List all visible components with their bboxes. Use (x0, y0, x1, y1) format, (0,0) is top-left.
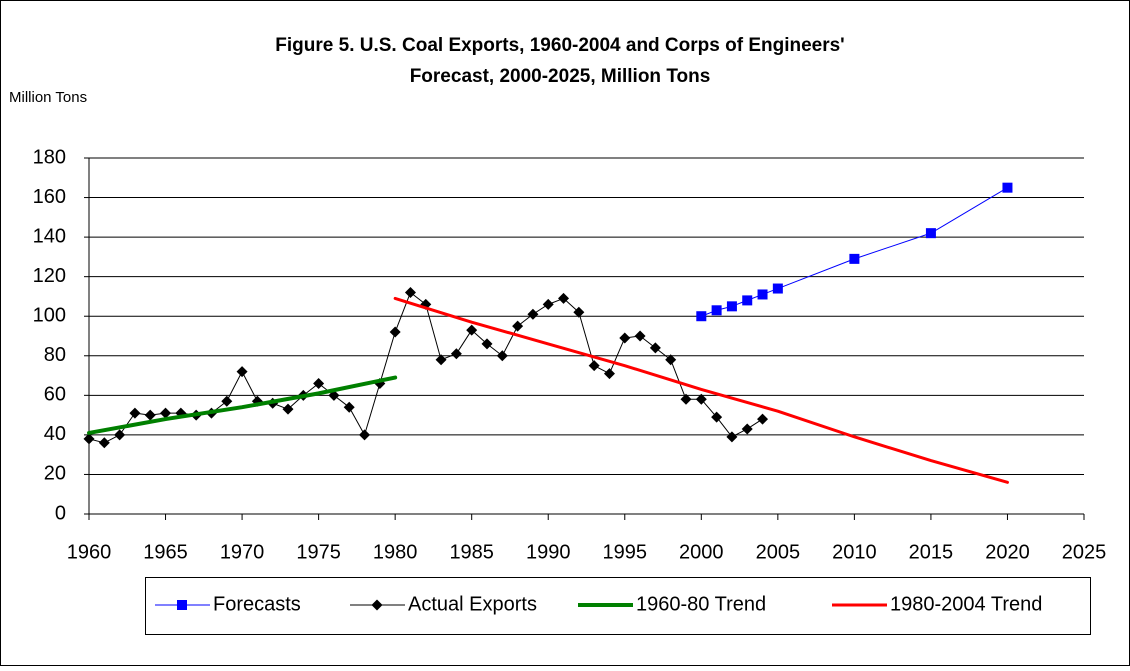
marker (236, 366, 248, 378)
marker (619, 332, 631, 344)
marker (603, 368, 615, 380)
y-tick-label: 0 (55, 502, 66, 524)
marker (757, 289, 768, 300)
marker (481, 338, 493, 350)
y-tick-label: 140 (33, 225, 66, 247)
y-tick-label: 180 (33, 146, 66, 168)
x-tick-label: 1970 (220, 541, 265, 563)
x-tick-label: 1960 (67, 541, 112, 563)
marker (680, 393, 692, 405)
marker (83, 433, 95, 445)
x-tick-label: 1995 (603, 541, 648, 563)
marker (282, 403, 294, 415)
marker (450, 348, 462, 360)
x-tick-label: 2005 (756, 541, 801, 563)
y-axis-label: Million Tons (9, 89, 87, 106)
marker (558, 292, 570, 304)
y-tick-label: 100 (33, 305, 66, 327)
chart-title: Figure 5. U.S. Coal Exports, 1960-2004 a… (275, 35, 844, 56)
y-tick-label: 40 (44, 423, 66, 445)
marker (772, 283, 783, 294)
marker (496, 350, 508, 362)
marker (389, 326, 401, 338)
marker (665, 354, 677, 366)
marker (1002, 182, 1013, 193)
marker (527, 308, 539, 320)
legend-label: 1980-2004 Trend (890, 593, 1042, 615)
x-tick-label: 2000 (679, 541, 724, 563)
marker (221, 395, 233, 407)
y-tick-label: 20 (44, 463, 66, 485)
legend-marker (371, 599, 383, 611)
marker (313, 377, 325, 389)
marker (649, 342, 661, 354)
marker (711, 411, 723, 423)
marker (359, 429, 371, 441)
legend-label: Forecasts (213, 593, 301, 615)
marker (695, 393, 707, 405)
x-tick-label: 1990 (526, 541, 571, 563)
marker (634, 330, 646, 342)
marker (343, 401, 355, 413)
marker (144, 409, 156, 421)
marker (114, 429, 126, 441)
marker (741, 423, 753, 435)
x-tick-label: 2025 (1062, 541, 1107, 563)
marker (925, 228, 936, 239)
x-tick-label: 1980 (373, 541, 418, 563)
marker (726, 301, 737, 312)
marker (757, 413, 769, 425)
series-line (87, 375, 398, 435)
marker (742, 295, 753, 306)
marker (466, 324, 478, 336)
marker (542, 298, 554, 310)
x-tick-label: 1975 (296, 541, 341, 563)
y-tick-label: 120 (33, 265, 66, 287)
x-tick-label: 1965 (143, 541, 188, 563)
marker (129, 407, 141, 419)
marker (512, 320, 524, 332)
series-line (393, 296, 1009, 484)
marker (711, 305, 722, 316)
marker (696, 311, 707, 322)
chart-title: Forecast, 2000-2025, Million Tons (410, 66, 711, 87)
marker (849, 253, 860, 264)
marker (160, 407, 172, 419)
marker (98, 437, 110, 449)
legend-marker (177, 600, 187, 610)
legend-label: 1960-80 Trend (636, 593, 766, 615)
marker (588, 360, 600, 372)
x-tick-label: 2015 (909, 541, 954, 563)
x-tick-label: 2010 (832, 541, 877, 563)
x-tick-label: 1985 (449, 541, 494, 563)
y-tick-label: 80 (44, 344, 66, 366)
legend-label: Actual Exports (408, 593, 537, 615)
marker (435, 354, 447, 366)
y-tick-label: 160 (33, 186, 66, 208)
y-tick-label: 60 (44, 384, 66, 406)
x-tick-label: 2020 (985, 541, 1030, 563)
marker (404, 286, 416, 298)
marker (726, 431, 738, 443)
marker (573, 306, 585, 318)
